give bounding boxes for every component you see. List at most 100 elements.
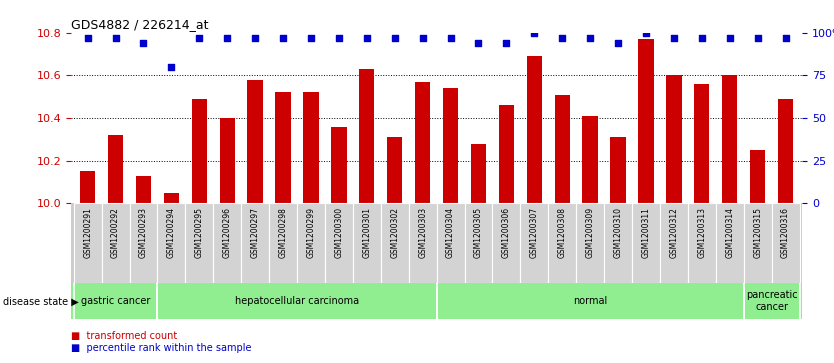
FancyBboxPatch shape xyxy=(604,203,632,283)
Point xyxy=(444,35,457,41)
Text: GSM1200311: GSM1200311 xyxy=(641,207,651,258)
Bar xyxy=(275,93,291,203)
Text: normal: normal xyxy=(573,296,607,306)
Bar xyxy=(778,99,793,203)
Text: GSM1200309: GSM1200309 xyxy=(585,207,595,258)
Bar xyxy=(638,39,654,203)
Point xyxy=(723,35,736,41)
Text: GSM1200316: GSM1200316 xyxy=(781,207,790,258)
FancyBboxPatch shape xyxy=(129,203,158,283)
FancyBboxPatch shape xyxy=(465,203,492,283)
Bar xyxy=(192,99,207,203)
Bar xyxy=(219,118,235,203)
Bar xyxy=(499,105,514,203)
Bar xyxy=(582,116,598,203)
Point xyxy=(472,40,485,46)
Bar xyxy=(722,76,737,203)
Text: GSM1200298: GSM1200298 xyxy=(279,207,288,258)
Bar xyxy=(555,94,570,203)
Bar xyxy=(387,137,402,203)
Bar xyxy=(526,56,542,203)
Bar xyxy=(750,150,766,203)
Text: GSM1200296: GSM1200296 xyxy=(223,207,232,258)
Point xyxy=(304,35,318,41)
FancyBboxPatch shape xyxy=(688,203,716,283)
Point xyxy=(137,40,150,46)
FancyBboxPatch shape xyxy=(102,203,129,283)
Text: GSM1200304: GSM1200304 xyxy=(446,207,455,258)
FancyBboxPatch shape xyxy=(409,203,436,283)
Text: GSM1200302: GSM1200302 xyxy=(390,207,399,258)
FancyBboxPatch shape xyxy=(632,203,660,283)
FancyBboxPatch shape xyxy=(660,203,688,283)
Text: GSM1200295: GSM1200295 xyxy=(195,207,203,258)
Point xyxy=(528,30,541,36)
Bar xyxy=(108,135,123,203)
FancyBboxPatch shape xyxy=(548,203,576,283)
Text: pancreatic
cancer: pancreatic cancer xyxy=(746,290,797,312)
Point xyxy=(611,40,625,46)
Point xyxy=(584,35,597,41)
Text: GSM1200291: GSM1200291 xyxy=(83,207,92,258)
FancyBboxPatch shape xyxy=(520,203,548,283)
FancyBboxPatch shape xyxy=(158,203,185,283)
FancyBboxPatch shape xyxy=(492,203,520,283)
Point xyxy=(640,30,653,36)
Bar xyxy=(694,84,710,203)
Text: GSM1200297: GSM1200297 xyxy=(251,207,259,258)
Point xyxy=(81,35,94,41)
Point xyxy=(667,35,681,41)
FancyBboxPatch shape xyxy=(436,203,465,283)
Text: disease state ▶: disease state ▶ xyxy=(3,296,78,306)
Text: GSM1200303: GSM1200303 xyxy=(418,207,427,258)
Text: gastric cancer: gastric cancer xyxy=(81,296,150,306)
FancyBboxPatch shape xyxy=(576,203,604,283)
Bar xyxy=(415,82,430,203)
FancyBboxPatch shape xyxy=(241,203,269,283)
Bar xyxy=(443,88,458,203)
Text: GSM1200306: GSM1200306 xyxy=(502,207,511,258)
Text: GSM1200313: GSM1200313 xyxy=(697,207,706,258)
Point xyxy=(388,35,401,41)
Point xyxy=(416,35,430,41)
Text: GSM1200293: GSM1200293 xyxy=(139,207,148,258)
FancyBboxPatch shape xyxy=(73,203,102,283)
Point xyxy=(332,35,345,41)
FancyBboxPatch shape xyxy=(744,203,771,283)
Text: GSM1200310: GSM1200310 xyxy=(614,207,622,258)
Point xyxy=(109,35,123,41)
FancyBboxPatch shape xyxy=(381,203,409,283)
FancyBboxPatch shape xyxy=(353,203,381,283)
Point xyxy=(751,35,764,41)
Text: GSM1200314: GSM1200314 xyxy=(726,207,734,258)
Bar xyxy=(248,79,263,203)
Point xyxy=(695,35,708,41)
Text: GSM1200307: GSM1200307 xyxy=(530,207,539,258)
Point xyxy=(276,35,289,41)
Bar xyxy=(359,69,374,203)
Text: GSM1200299: GSM1200299 xyxy=(306,207,315,258)
FancyBboxPatch shape xyxy=(214,203,241,283)
Bar xyxy=(331,127,347,203)
FancyBboxPatch shape xyxy=(716,203,744,283)
Text: GSM1200305: GSM1200305 xyxy=(474,207,483,258)
Point xyxy=(249,35,262,41)
Text: GDS4882 / 226214_at: GDS4882 / 226214_at xyxy=(71,19,208,32)
FancyBboxPatch shape xyxy=(185,203,214,283)
Point xyxy=(165,64,178,70)
Text: ■  percentile rank within the sample: ■ percentile rank within the sample xyxy=(71,343,251,354)
Text: GSM1200294: GSM1200294 xyxy=(167,207,176,258)
Text: ■  transformed count: ■ transformed count xyxy=(71,331,177,341)
FancyBboxPatch shape xyxy=(325,203,353,283)
Bar xyxy=(666,76,681,203)
Text: GSM1200308: GSM1200308 xyxy=(558,207,567,258)
Point xyxy=(779,35,792,41)
Point xyxy=(500,40,513,46)
Bar xyxy=(163,193,179,203)
Text: GSM1200292: GSM1200292 xyxy=(111,207,120,258)
Bar xyxy=(80,171,95,203)
FancyBboxPatch shape xyxy=(771,203,800,283)
Point xyxy=(193,35,206,41)
Point xyxy=(360,35,374,41)
Text: GSM1200315: GSM1200315 xyxy=(753,207,762,258)
